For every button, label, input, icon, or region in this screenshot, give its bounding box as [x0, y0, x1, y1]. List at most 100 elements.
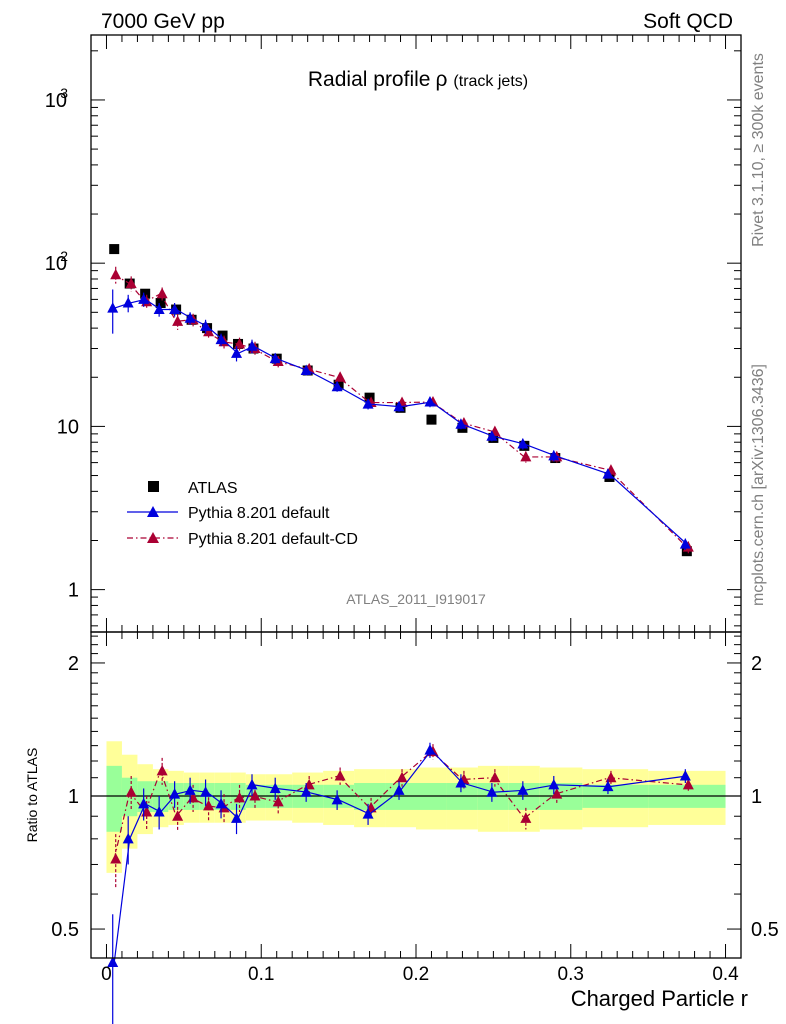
ratio-data-point [231, 812, 243, 823]
y-tick-label: 102 [45, 248, 68, 275]
data-point [215, 333, 227, 345]
ratio-data-point [551, 788, 563, 799]
ratio-data-point [172, 810, 184, 821]
series-line-1 [114, 298, 688, 545]
data-point [200, 320, 212, 331]
data-point [486, 430, 498, 441]
data-point [169, 303, 181, 315]
ratio-data-point [682, 778, 694, 790]
chart-title-suffix: (track jets) [453, 73, 528, 90]
legend: ATLAS Pythia 8.201 default Pythia 8.201 … [127, 480, 358, 548]
ratio-data-point [203, 799, 215, 811]
data-point [300, 364, 312, 376]
y-tick-label: 1 [68, 580, 79, 602]
side-text-top: Rivet 3.1.10, ≥ 300k events [750, 53, 767, 247]
data-point [156, 287, 168, 299]
data-point [517, 438, 529, 449]
data-point [393, 400, 405, 412]
legend-label-pythia-cd: Pythia 8.201 default-CD [188, 531, 358, 548]
ratio-axes: 0 0.1 0.2 0.3 0.4 0.5 0.5 1 1 2 2 [51, 631, 779, 985]
y-tick-label: 103 [45, 85, 68, 112]
ratio-band-inner [106, 765, 122, 832]
ratio-data-point [272, 795, 284, 807]
ratio-y-tick-label-right: 1 [751, 786, 762, 808]
data-point-atlas [364, 392, 375, 403]
ratio-data-point [156, 764, 168, 776]
ratio-data-point [125, 786, 137, 797]
ratio-data-point [548, 778, 560, 790]
ratio-data-point [110, 853, 122, 864]
ratio-data-point [215, 797, 227, 809]
analysis-tag: ATLAS_2011_I919017 [346, 591, 486, 607]
ratio-data-point [517, 784, 529, 795]
ratio-data-point [520, 812, 532, 823]
ratio-data-point [249, 790, 261, 801]
legend-marker-atlas [148, 481, 159, 492]
chart-title-symbol: ρ [435, 68, 447, 91]
ratio-series-line-2 [113, 750, 687, 860]
data-point [269, 352, 281, 364]
ratio-series-line-1 [113, 749, 687, 963]
data-point [231, 347, 243, 358]
ratio-y-tick-label-left: 2 [68, 653, 79, 675]
data-point [362, 398, 374, 409]
data-point [125, 277, 137, 289]
ratio-data-point [486, 786, 498, 797]
ratio-data-point [331, 793, 343, 805]
ratio-y-tick-label-left: 1 [68, 786, 79, 808]
ratio-data-point [396, 771, 408, 783]
data-point [122, 297, 134, 308]
ratio-data-point [393, 784, 405, 795]
x-tick-label: 0.2 [403, 964, 429, 985]
data-point [424, 396, 436, 407]
data-point [246, 340, 258, 351]
data-point [234, 337, 246, 349]
x-tick-label: 0.1 [248, 964, 274, 985]
ratio-data-point [300, 786, 312, 797]
x-tick-label: 0 [101, 964, 112, 985]
data-point [110, 268, 122, 280]
main-axes: 1 10 102 103 [45, 34, 742, 633]
data-point [520, 450, 532, 462]
data-point-atlas [217, 330, 228, 341]
ratio-data-point [489, 771, 501, 783]
ratio-data-point [455, 777, 467, 788]
x-tick-label: 0.3 [558, 964, 584, 985]
header-right: Soft QCD [643, 10, 733, 33]
ratio-data-point [122, 832, 134, 844]
data-point [455, 418, 467, 429]
data-point [184, 312, 196, 323]
ratio-data-point [246, 778, 258, 790]
ratio-y-tick-label-left: 0.5 [51, 919, 79, 941]
side-text-bottom: mcplots.cern.ch [arXiv:1306.3436] [750, 364, 767, 606]
main-panel [107, 244, 694, 557]
ratio-bands [91, 741, 741, 873]
x-tick-label: 0.4 [712, 964, 739, 985]
chart-title: Radial profile ρ (track jets) [308, 68, 528, 91]
data-point-atlas [140, 288, 151, 299]
data-point [331, 380, 343, 392]
data-point [679, 538, 691, 549]
ratio-band-inner [152, 781, 169, 813]
ratio-data-point [138, 797, 150, 809]
legend-label-pythia-default: Pythia 8.201 default [188, 505, 330, 522]
ratio-data-point [269, 782, 281, 793]
y-tick-label: 10 [57, 416, 79, 438]
ratio-data-point [602, 780, 614, 792]
ratio-data-point [200, 786, 212, 797]
data-point [548, 449, 560, 461]
ratio-data-point [184, 784, 196, 795]
data-point-atlas [109, 244, 120, 255]
ratio-ylabel: Ratio to ATLAS [24, 748, 40, 843]
ratio-data-point [169, 788, 181, 799]
data-point [107, 302, 119, 313]
data-point [334, 371, 346, 382]
ratio-band-inner [121, 777, 138, 817]
x-axis-label: Charged Particle r [571, 986, 748, 1011]
data-point [602, 468, 614, 479]
ratio-data-point [153, 806, 165, 817]
data-point [172, 315, 184, 326]
ratio-data-point [424, 744, 436, 755]
data-point [153, 303, 165, 315]
